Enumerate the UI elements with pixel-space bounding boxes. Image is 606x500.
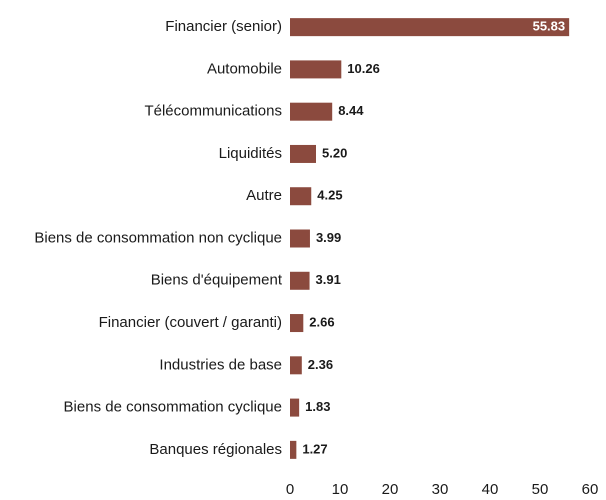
x-tick-label: 10: [332, 481, 349, 498]
y-tick-label: Biens de consommation cyclique: [64, 399, 282, 416]
x-tick-label: 20: [382, 481, 399, 498]
bar: [290, 18, 570, 37]
value-label: 1.83: [305, 399, 330, 414]
y-tick-label: Automobile: [207, 60, 282, 77]
value-label: 5.20: [322, 145, 347, 160]
value-label: 2.36: [308, 357, 333, 372]
value-label: 3.91: [316, 272, 341, 287]
bar: [290, 356, 302, 375]
y-tick-label: Autre: [246, 187, 282, 204]
bar: [290, 398, 300, 417]
value-label: 8.44: [338, 103, 364, 118]
y-tick-label: Financier (senior): [165, 18, 282, 35]
bar: [290, 60, 342, 79]
value-label: 55.83: [533, 19, 566, 34]
x-tick-label: 0: [286, 481, 294, 498]
bar: [290, 102, 333, 121]
y-tick-label: Financier (couvert / garanti): [99, 314, 282, 331]
y-tick-label: Liquidités: [219, 145, 282, 162]
bar: [290, 187, 312, 206]
value-label: 4.25: [317, 188, 342, 203]
bar: [290, 229, 310, 248]
y-tick-label: Biens d'équipement: [151, 272, 283, 289]
bar: [290, 440, 297, 459]
x-tick-label: 60: [582, 481, 599, 498]
bar: [290, 144, 316, 163]
value-label: 3.99: [316, 230, 341, 245]
y-tick-label: Industries de base: [159, 356, 282, 373]
x-tick-label: 30: [432, 481, 449, 498]
y-tick-label: Biens de consommation non cyclique: [34, 229, 282, 246]
bar: [290, 271, 310, 290]
x-tick-label: 40: [482, 481, 499, 498]
y-tick-label: Télécommunications: [144, 103, 282, 120]
value-label: 2.66: [309, 314, 334, 329]
value-label: 10.26: [347, 61, 380, 76]
y-tick-label: Banques régionales: [149, 441, 282, 458]
x-tick-label: 50: [532, 481, 549, 498]
value-label: 1.27: [302, 441, 327, 456]
bar: [290, 314, 304, 333]
